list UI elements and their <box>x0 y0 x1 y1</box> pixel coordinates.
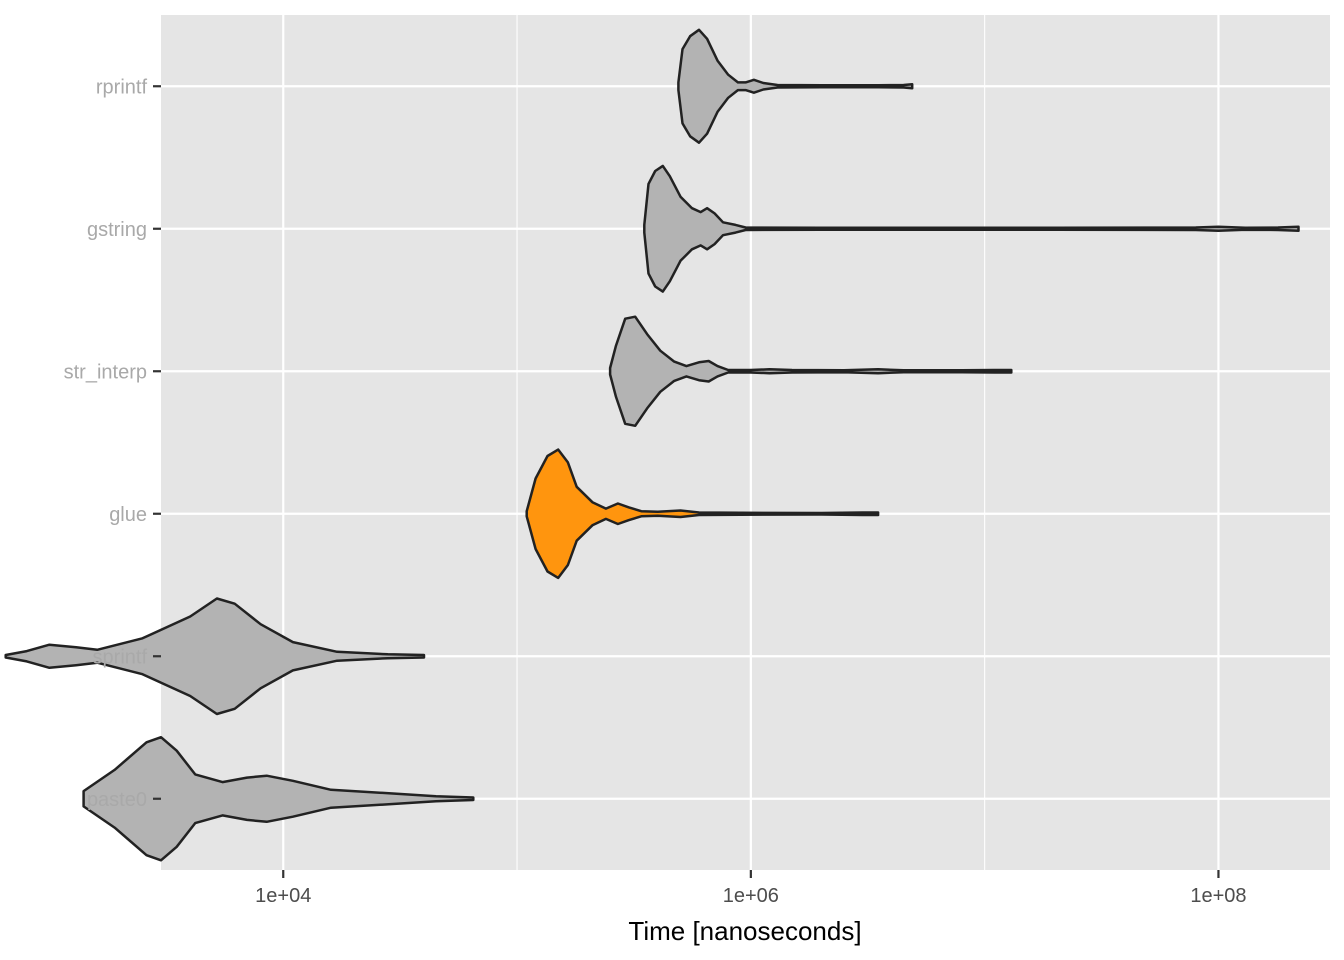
violin-sprintf <box>4 597 426 716</box>
y-label-gstring: gstring <box>87 219 147 241</box>
y-label-sprintf: sprintf <box>93 646 148 668</box>
x-axis: 1e+04 1e+06 1e+08 <box>255 870 1247 907</box>
y-label-paste0: paste0 <box>87 789 147 811</box>
violins <box>4 28 1300 862</box>
y-axis: paste0 sprintf glue str_interp gstring rprint… <box>64 76 161 811</box>
violin-rprintf <box>677 28 914 144</box>
minor-gridlines <box>48 15 986 870</box>
x-label-1e+04: 1e+04 <box>255 885 311 907</box>
plot-panel <box>161 15 1330 870</box>
x-label-1e+08: 1e+08 <box>1190 885 1246 907</box>
violin-gstring <box>643 164 1300 293</box>
x-axis-title: Time [nanoseconds] <box>628 916 861 946</box>
x-label-1e+06: 1e+06 <box>723 885 779 907</box>
violin-glue <box>525 448 880 580</box>
violin-paste0 <box>82 735 475 862</box>
y-label-rprintf: rprintf <box>96 76 148 98</box>
y-label-str_interp: str_interp <box>64 361 147 383</box>
violin-str_interp <box>608 315 1013 428</box>
y-label-glue: glue <box>109 504 147 526</box>
